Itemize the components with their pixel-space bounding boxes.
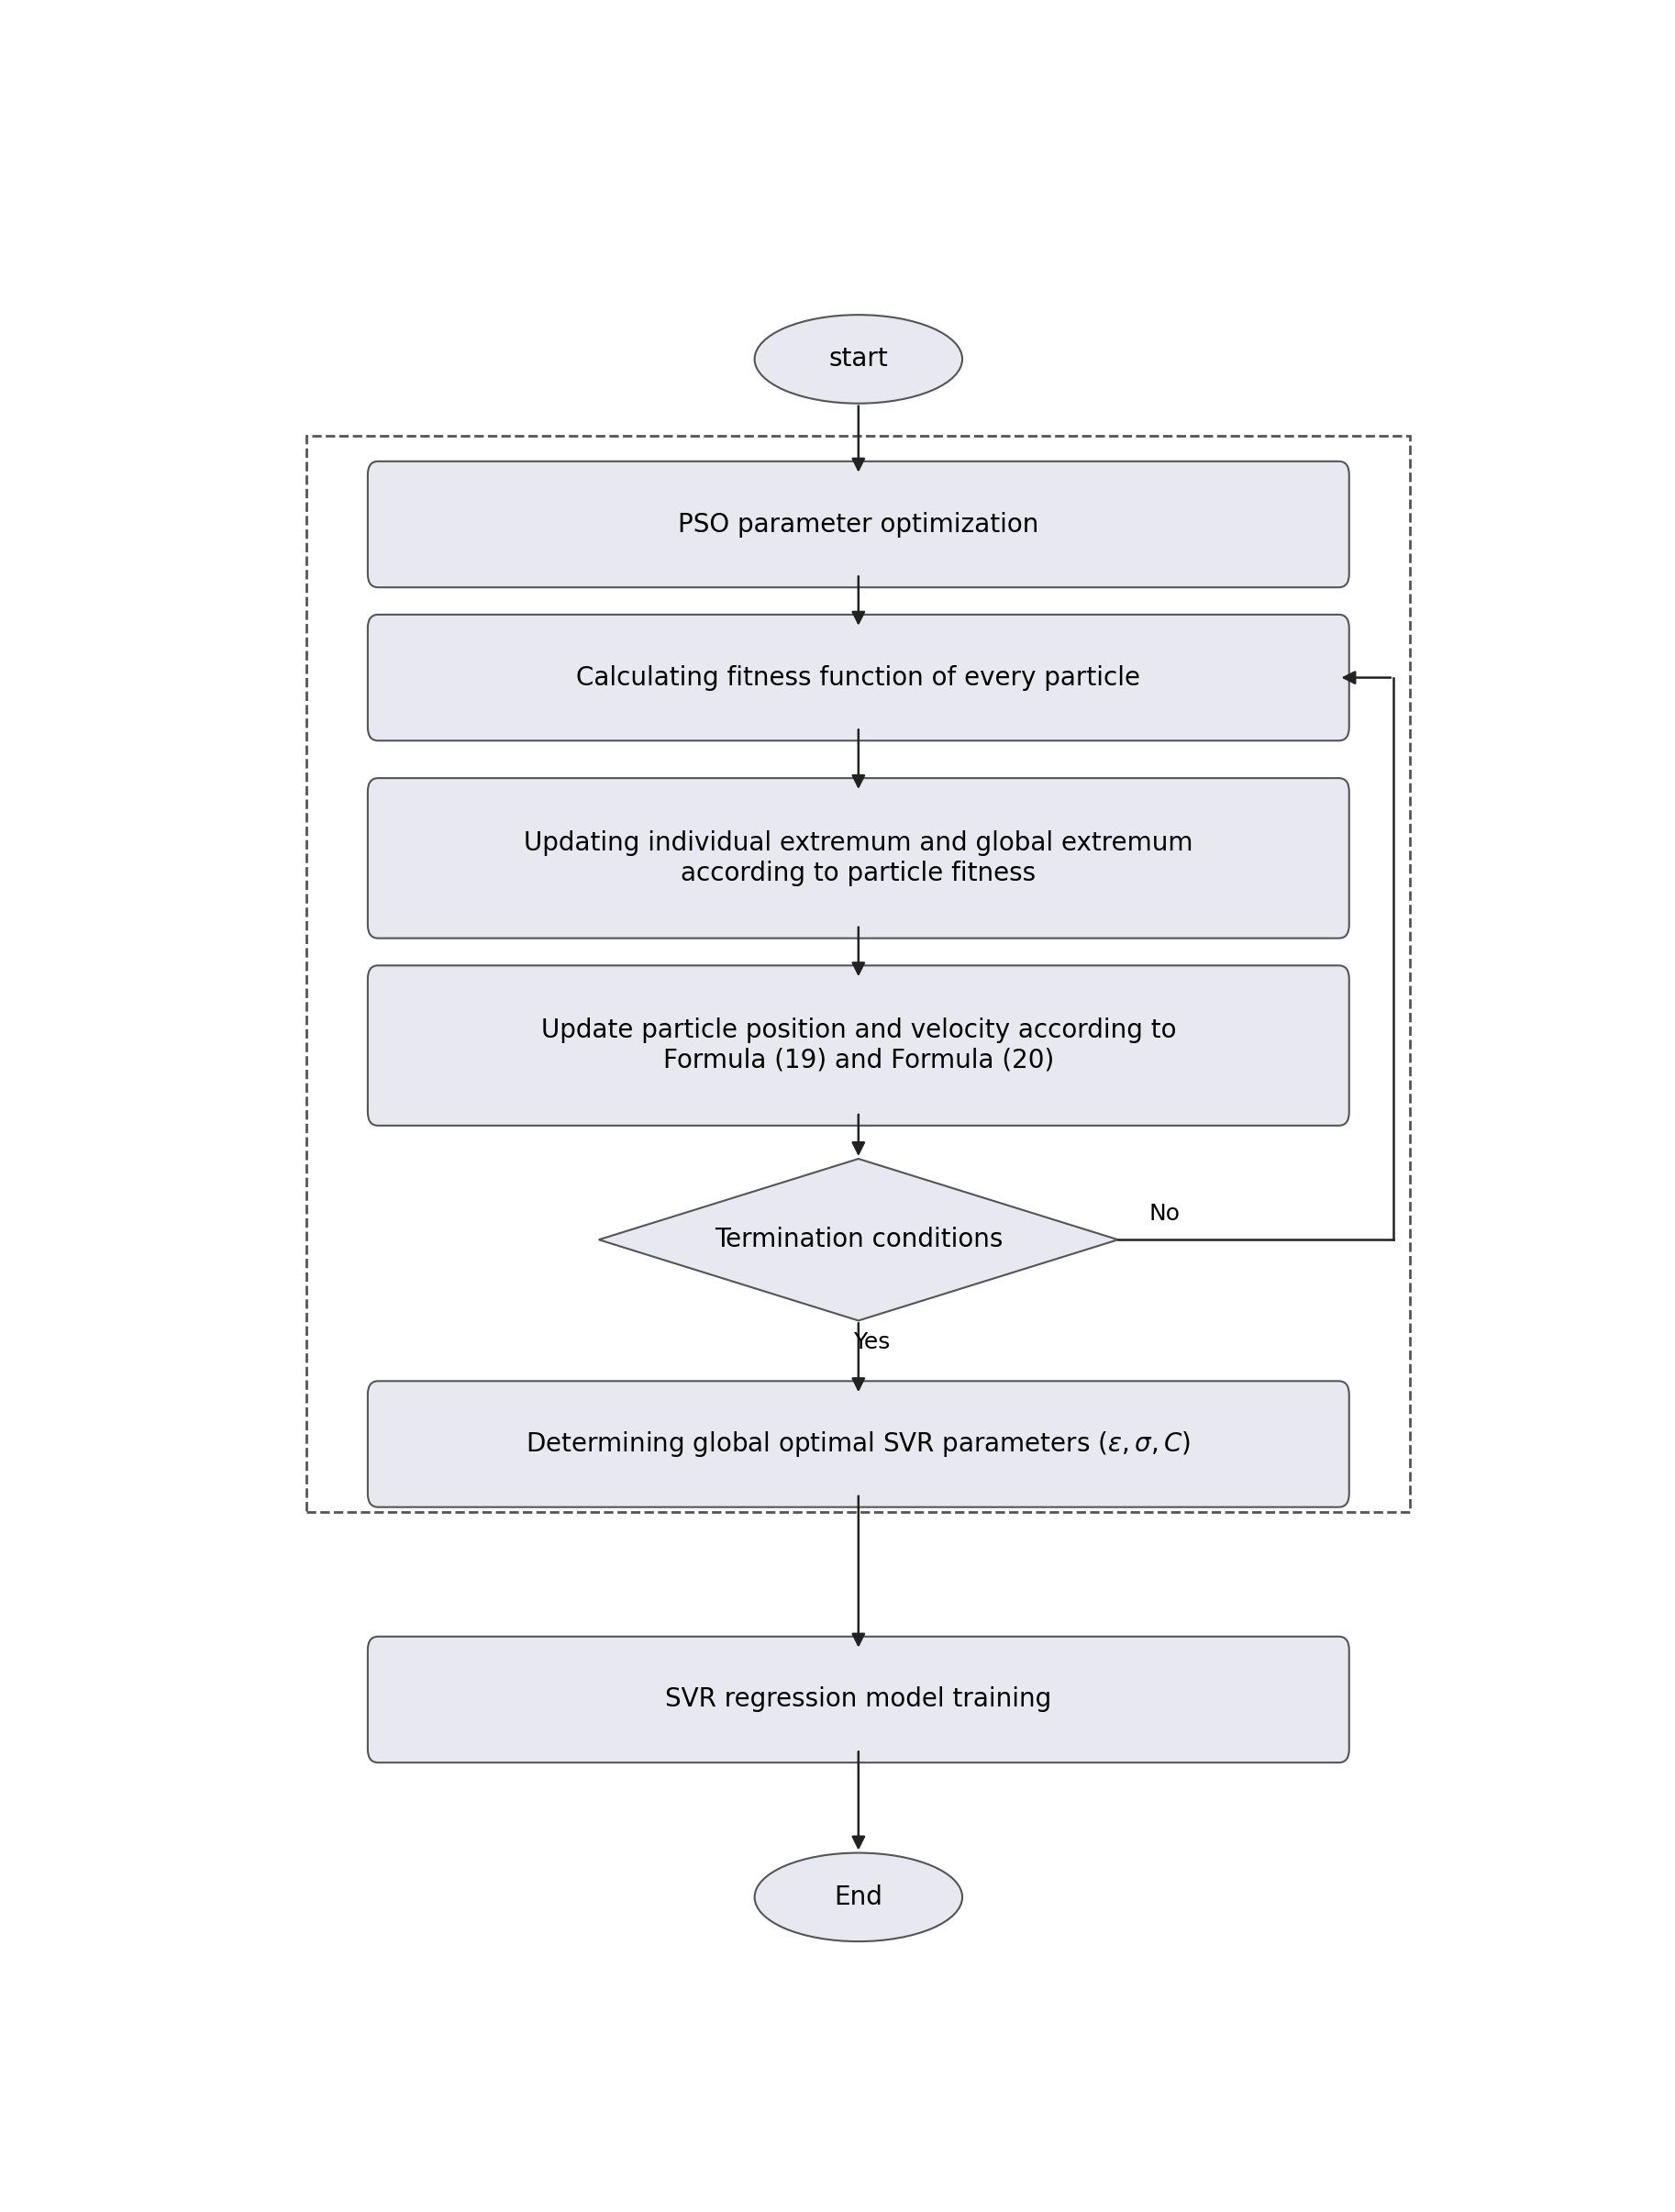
Polygon shape bbox=[600, 1159, 1119, 1321]
Text: Termination conditions: Termination conditions bbox=[714, 1228, 1003, 1252]
Text: Calculating fitness function of every particle: Calculating fitness function of every pa… bbox=[576, 666, 1141, 690]
Text: Determining global optimal SVR parameters $(\varepsilon, \sigma, C)$: Determining global optimal SVR parameter… bbox=[526, 1429, 1191, 1458]
FancyBboxPatch shape bbox=[368, 615, 1348, 741]
Text: No: No bbox=[1149, 1203, 1181, 1225]
Text: End: End bbox=[834, 1885, 883, 1909]
Text: Updating individual extremum and global extremum
according to particle fitness: Updating individual extremum and global … bbox=[524, 830, 1193, 885]
Text: Update particle position and velocity according to
Formula (19) and Formula (20): Update particle position and velocity ac… bbox=[541, 1018, 1176, 1073]
FancyBboxPatch shape bbox=[368, 779, 1348, 938]
Bar bbox=[307, 436, 1410, 1513]
FancyBboxPatch shape bbox=[368, 1637, 1348, 1763]
Ellipse shape bbox=[754, 314, 961, 403]
Ellipse shape bbox=[754, 1854, 961, 1942]
Text: PSO parameter optimization: PSO parameter optimization bbox=[678, 511, 1038, 538]
FancyBboxPatch shape bbox=[368, 1380, 1348, 1506]
Text: start: start bbox=[829, 347, 888, 372]
FancyBboxPatch shape bbox=[368, 964, 1348, 1126]
Text: Yes: Yes bbox=[853, 1332, 889, 1354]
Text: SVR regression model training: SVR regression model training bbox=[665, 1688, 1052, 1712]
FancyBboxPatch shape bbox=[368, 462, 1348, 588]
